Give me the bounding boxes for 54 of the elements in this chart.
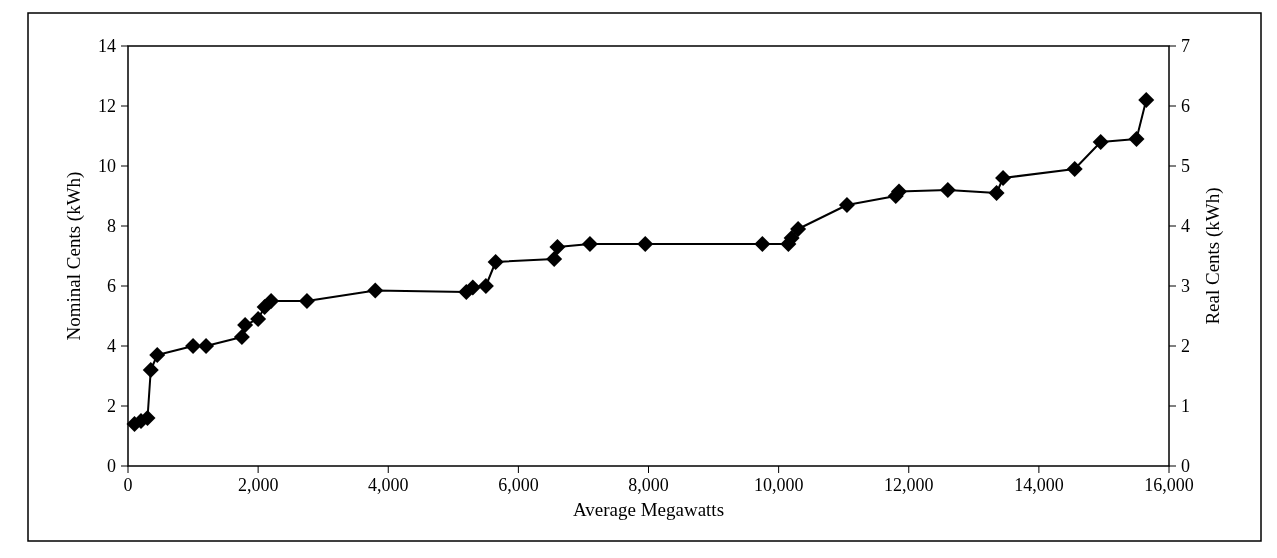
point: [754, 236, 771, 252]
x-tick-label: 8,000: [628, 475, 669, 495]
y2-tick-label: 7: [1181, 36, 1190, 56]
x-tick-label: 2,000: [237, 475, 279, 495]
point: [298, 293, 315, 309]
point: [790, 221, 807, 237]
point: [581, 236, 598, 252]
point: [637, 236, 654, 252]
point: [142, 362, 159, 378]
y2-tick-label: 3: [1181, 276, 1190, 296]
y2-tick-label: 1: [1181, 396, 1190, 416]
point: [237, 317, 254, 333]
x-tick-label: 14,000: [1014, 475, 1064, 495]
y2-tick-label: 2: [1181, 336, 1190, 356]
x-tick-label: 4,000: [368, 475, 409, 495]
x-tick-label: 0: [123, 475, 133, 495]
point: [1092, 134, 1109, 150]
y2-tick-label: 4: [1181, 216, 1190, 236]
y-tick-label: 12: [98, 96, 116, 116]
y-tick-label: 8: [107, 216, 116, 236]
y2-tick-label: 6: [1181, 96, 1190, 116]
point: [367, 282, 384, 299]
point: [838, 197, 855, 213]
y2-tick-label: 5: [1181, 156, 1190, 176]
point: [1066, 161, 1083, 177]
y-tick-label: 2: [107, 396, 116, 416]
point: [250, 311, 267, 327]
y-tick-label: 4: [107, 336, 116, 356]
point: [477, 278, 494, 294]
x-tick-label: 6,000: [498, 475, 539, 495]
x-axis-title: Average Megawatts: [572, 499, 725, 520]
x-tick-label: 16,000: [1144, 475, 1194, 495]
point: [546, 251, 563, 267]
point: [487, 254, 504, 270]
point: [1138, 92, 1155, 108]
point: [549, 239, 566, 255]
y2-tick-label: 0: [1181, 456, 1190, 476]
y-axis-title: Nominal Cents (kWh): [63, 171, 85, 341]
y-tick-label: 6: [107, 276, 116, 296]
point: [185, 338, 202, 354]
point: [263, 293, 280, 309]
point: [149, 347, 166, 363]
y2-axis-title: Real Cents (kWh): [1202, 187, 1224, 325]
point: [198, 338, 215, 354]
x-tick-label: 10,000: [753, 475, 804, 495]
y-tick-label: 0: [107, 456, 116, 476]
y-tick-label: 14: [98, 36, 116, 56]
point: [233, 329, 250, 345]
y-tick-label: 10: [98, 156, 116, 176]
point: [1128, 131, 1145, 147]
x-tick-label: 12,000: [884, 475, 934, 495]
point: [988, 185, 1005, 201]
point: [939, 182, 956, 198]
point: [995, 170, 1012, 186]
